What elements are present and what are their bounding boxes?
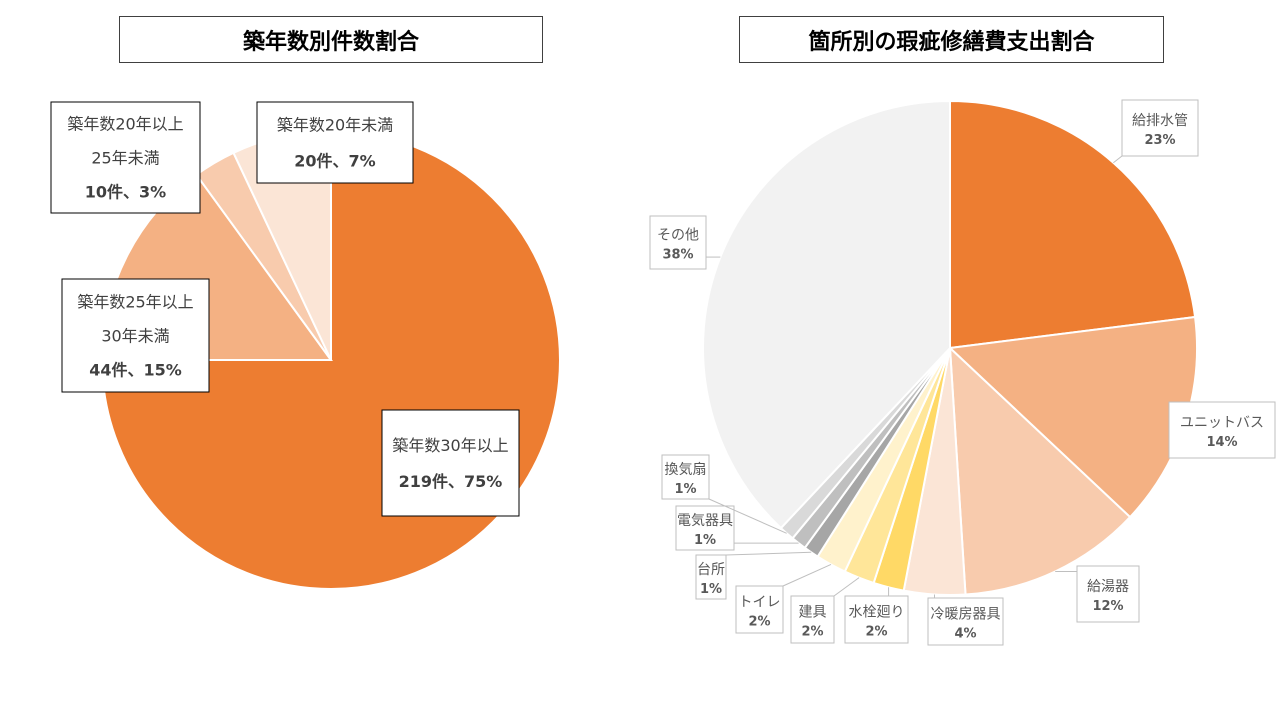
- right-category-label-9: 換気扇: [665, 462, 707, 478]
- right-label-box-7: [695, 554, 727, 600]
- left-category-label-2-1: 25年未満: [91, 149, 159, 168]
- right-label-box-0: [1121, 99, 1199, 157]
- right-category-label-1: ユニットバス: [1180, 415, 1264, 431]
- right-data-label-5: 2%: [801, 625, 823, 640]
- left-data-label-1: 44件、15%: [89, 361, 182, 380]
- right-label-box-8: [675, 505, 735, 551]
- right-label-box-5: [790, 595, 835, 644]
- right-data-label-9: 1%: [674, 482, 696, 497]
- right-data-label-1: 14%: [1206, 435, 1237, 450]
- left-category-label-0-0: 築年数30年以上: [392, 436, 508, 455]
- right-pie-slice-2: [948, 345, 1132, 596]
- left-data-label-3: 20件、7%: [294, 152, 375, 171]
- left-category-label-3-0: 築年数20年未満: [277, 116, 393, 135]
- right-label-box-1: [1168, 401, 1276, 459]
- right-leader-line-0: [1113, 155, 1123, 164]
- left-data-label-0: 219件、75%: [399, 472, 503, 491]
- right-data-label-0: 23%: [1144, 133, 1175, 148]
- right-data-label-7: 1%: [700, 582, 722, 597]
- right-data-label-3: 4%: [954, 627, 976, 642]
- right-category-label-8: 電気器具: [677, 513, 733, 529]
- right-chart-title: 箇所別の瑕疵修繕費支出割合: [739, 16, 1164, 63]
- left-label-box-0: [381, 409, 520, 517]
- left-data-label-2: 10件、3%: [85, 183, 166, 202]
- right-leader-line-9: [708, 498, 787, 534]
- left-label-box-2: [50, 101, 201, 214]
- right-leader-line-5: [833, 577, 860, 597]
- left-category-label-1-1: 30年未満: [101, 327, 169, 346]
- right-label-box-3: [927, 597, 1004, 646]
- left-label-box-1: [61, 278, 210, 393]
- right-data-label-4: 2%: [865, 625, 887, 640]
- right-data-label-2: 12%: [1092, 599, 1123, 614]
- right-data-label-6: 2%: [748, 615, 770, 630]
- right-category-label-5: 建具: [799, 605, 827, 621]
- right-pie-slice-10: [702, 99, 951, 530]
- left-category-label-1-0: 築年数25年以上: [77, 293, 193, 312]
- right-data-label-8: 1%: [694, 533, 716, 548]
- right-category-label-7: 台所: [697, 562, 725, 578]
- right-label-box-2: [1076, 565, 1140, 623]
- right-category-label-6: トイレ: [739, 595, 781, 611]
- right-category-label-0: 給排水管: [1132, 113, 1188, 129]
- right-category-label-2: 給湯器: [1087, 578, 1129, 595]
- right-data-label-10: 38%: [662, 248, 693, 263]
- right-pie-slice-0: [949, 99, 1197, 350]
- right-leader-line-6: [782, 563, 832, 587]
- left-category-label-2-0: 築年数20年以上: [67, 115, 183, 134]
- right-label-box-10: [649, 215, 707, 270]
- right-label-box-4: [844, 595, 909, 644]
- right-category-label-3: 冷暖房器具: [931, 607, 1001, 623]
- right-category-label-4: 水栓廻り: [849, 605, 905, 621]
- right-label-box-9: [661, 454, 710, 500]
- left-label-box-3: [256, 101, 414, 184]
- right-label-box-6: [735, 585, 784, 634]
- right-leader-line-7: [725, 551, 812, 556]
- right-category-label-10: その他: [657, 228, 699, 244]
- left-chart-title: 築年数別件数割合: [119, 16, 543, 63]
